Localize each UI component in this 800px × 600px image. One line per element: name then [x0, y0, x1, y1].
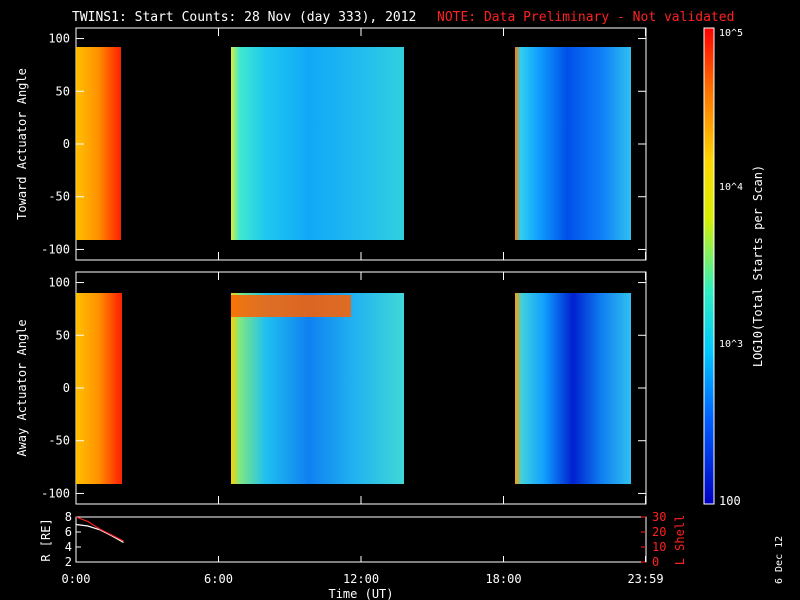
date-stamp: 6 Dec 12: [774, 536, 785, 584]
toward-ytick-label-4: -100: [41, 242, 70, 256]
orbit-lines: [75, 516, 124, 544]
toward-ytick-label-0: 100: [48, 32, 70, 46]
colorbar-tick-100: 100: [719, 494, 741, 508]
x-tick-2: 12:00: [343, 572, 379, 586]
r-tick-2: 4: [65, 540, 72, 554]
lshell-axis-label: L Shell: [673, 515, 687, 566]
x-axis-label: Time (UT): [328, 587, 393, 600]
toward-y-label: Toward Actuator Angle: [15, 68, 29, 220]
away-band-high-angle: [231, 295, 351, 317]
toward-y-ticks: 100 50 0 -50 -100: [41, 32, 646, 256]
preliminary-note: NOTE: Data Preliminary - Not validated: [437, 10, 734, 25]
series-r: [75, 523, 124, 544]
x-tick-3: 18:00: [485, 572, 521, 586]
chart-title: TWINS1: Start Counts: 28 Nov (day 333), …: [72, 10, 416, 25]
colorbar-tick-1e5: 10^5: [719, 28, 743, 39]
colorbar: 10^5 10^4 10^3 100 LOG10(Total Starts pe…: [703, 27, 765, 508]
x-tick-4: 23:59: [627, 572, 663, 586]
away-ytick-label-4: -100: [41, 486, 70, 500]
lshell-tick-2: 10: [652, 540, 666, 554]
r-tick-0: 8: [65, 510, 72, 524]
colorbar-tick-1e4: 10^4: [719, 182, 743, 193]
series-l-shell: [75, 516, 124, 542]
away-y-label: Away Actuator Angle: [15, 319, 29, 456]
away-block-mid: [231, 293, 404, 484]
toward-panel: 100 50 0 -50 -100 Toward Actuator Angle: [15, 27, 647, 261]
lshell-tick-0: 30: [652, 510, 666, 524]
lshell-tick-3: 0: [652, 555, 659, 569]
x-tick-0: 0:00: [62, 572, 91, 586]
away-panel: 100 50 0 -50 -100 Away Actuator Angle: [15, 271, 647, 505]
away-ytick-label-2: 0: [63, 381, 70, 395]
x-tick-1: 6:00: [204, 572, 233, 586]
toward-block-late: [515, 47, 631, 240]
r-tick-1: 6: [65, 525, 72, 539]
toward-ytick-label-2: 0: [63, 137, 70, 151]
r-tick-3: 2: [65, 555, 72, 569]
r-axis-label: R [RE]: [39, 518, 53, 561]
colorbar-tick-1e3: 10^3: [719, 339, 743, 350]
toward-ytick-label-1: 50: [56, 84, 70, 98]
toward-block-mid: [231, 47, 404, 240]
away-ytick-label-0: 100: [48, 276, 70, 290]
colorbar-label: LOG10(Total Starts per Scan): [751, 165, 765, 367]
away-ytick-label-3: -50: [48, 434, 70, 448]
away-ytick-label-1: 50: [56, 328, 70, 342]
away-block-late: [515, 293, 631, 484]
lshell-tick-1: 20: [652, 525, 666, 539]
away-y-ticks: 100 50 0 -50 -100: [41, 276, 646, 500]
toward-ytick-label-3: -50: [48, 190, 70, 204]
